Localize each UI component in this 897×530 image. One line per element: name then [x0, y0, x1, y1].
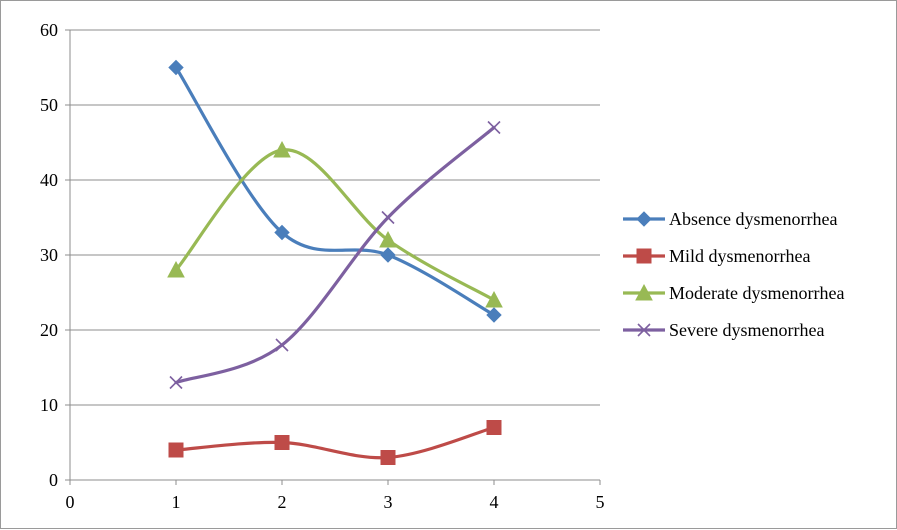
- x-tick-label: 3: [384, 492, 393, 512]
- tick-labels: 0 10 20 30 40 50 60 0 1 2 3 4 5: [40, 20, 605, 512]
- data-point-0-1: [274, 224, 290, 241]
- y-tick-label: 20: [40, 320, 58, 340]
- x-tick-label: 1: [172, 492, 181, 512]
- series-line-3: [174, 125, 496, 385]
- data-point-2-3: [485, 290, 503, 308]
- series-lines: [167, 59, 503, 465]
- legend-label-0: Absence dysmenorrhea: [669, 209, 837, 229]
- y-tick-label: 60: [40, 20, 58, 40]
- axes: [65, 29, 601, 485]
- data-point-0-0: [168, 59, 184, 76]
- legend-label-3: Severe dysmenorrhea: [669, 320, 824, 340]
- legend: Absence dysmenorrhea Mild dysmenorrhea Mod…: [623, 209, 844, 340]
- data-point-0-3: [486, 307, 502, 323]
- data-point-2-2: [379, 230, 397, 248]
- series-line-1: [174, 425, 496, 460]
- x-tick-label: 2: [278, 492, 287, 512]
- data-point-1-0: [168, 442, 184, 458]
- data-point-3-1: [275, 338, 289, 352]
- legend-label-1: Mild dysmenorrhea: [669, 246, 810, 266]
- y-tick-label: 10: [40, 395, 58, 415]
- series-line-2: [174, 148, 496, 302]
- data-point-3-2: [381, 210, 395, 225]
- data-point-1-2: [380, 450, 396, 465]
- gridlines: [70, 29, 600, 406]
- series-line-0: [174, 65, 496, 317]
- data-point-0-2: [380, 247, 396, 263]
- y-tick-label: 30: [40, 245, 58, 265]
- y-tick-label: 40: [40, 170, 58, 190]
- data-point-3-3: [487, 120, 501, 135]
- x-tick-label: 0: [66, 492, 75, 512]
- legend-marker-2: [635, 283, 653, 301]
- y-tick-label: 0: [49, 470, 58, 490]
- data-point-2-0: [167, 260, 185, 278]
- y-tick-label: 50: [40, 95, 58, 115]
- data-point-3-0: [169, 375, 183, 390]
- legend-marker-3: [637, 323, 651, 337]
- data-point-1-1: [274, 435, 290, 450]
- legend-marker-0: [636, 211, 652, 227]
- legend-marker-1: [636, 248, 652, 264]
- legend-label-2: Moderate dysmenorrhea: [669, 283, 844, 303]
- x-tick-label: 5: [596, 492, 605, 512]
- x-tick-label: 4: [490, 492, 499, 512]
- data-point-1-3: [486, 420, 502, 435]
- data-point-2-1: [273, 140, 291, 158]
